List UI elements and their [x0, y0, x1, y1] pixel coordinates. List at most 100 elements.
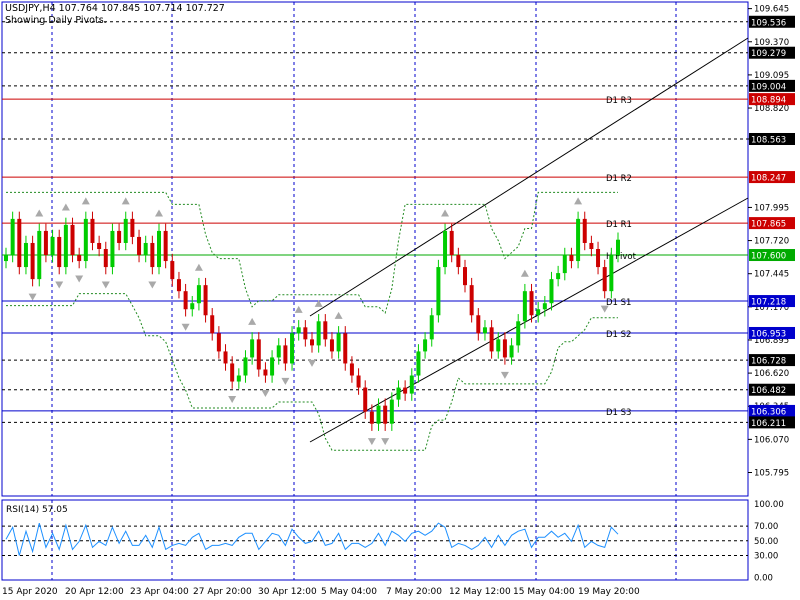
candle-body [529, 291, 534, 316]
time-axis-label: 7 May 20:00 [386, 587, 442, 597]
fractal-down-icon [55, 281, 64, 289]
pivot-label: D1 R1 [606, 220, 632, 230]
candle-body [522, 291, 527, 322]
time-axis-label: 23 Apr 04:00 [130, 587, 189, 597]
candle-body [137, 236, 142, 256]
candle-body [489, 327, 494, 352]
candle-body [256, 339, 261, 370]
fractal-up-icon [574, 197, 583, 205]
price-axis-label: 106.895 [754, 336, 789, 346]
level-badge-label: 108.894 [751, 96, 786, 106]
level-badge [749, 15, 795, 28]
candle-body [456, 255, 461, 268]
candle-body [436, 267, 441, 316]
candle-body [210, 315, 215, 334]
candle-body [37, 230, 42, 280]
level-badge [749, 383, 795, 396]
fractal-up-icon [294, 305, 303, 313]
pivot-label: D1 S3 [606, 408, 631, 418]
candle-body [589, 242, 594, 249]
level-badge [749, 46, 795, 59]
candle-body [310, 339, 314, 346]
candle-body [502, 339, 507, 358]
price-axis-label: 106.070 [754, 435, 789, 445]
candle-body [77, 255, 82, 262]
fractal-down-icon [101, 281, 110, 289]
candle-body [276, 345, 281, 358]
candle-body [23, 242, 28, 268]
fractal-up-icon [520, 269, 529, 277]
candle-body [283, 345, 288, 364]
candle-body [509, 345, 514, 358]
candle-body [97, 242, 102, 249]
candle-body [542, 303, 547, 310]
candle-body [83, 218, 88, 262]
rsi-line [5, 522, 619, 556]
candle-body [43, 230, 48, 256]
candle-body [582, 218, 587, 243]
level-badge [749, 171, 795, 184]
candle-body [150, 242, 155, 268]
level-badge [749, 354, 795, 367]
candle-body [243, 357, 248, 376]
fractal-up-icon [121, 197, 130, 205]
pivot-label: H Pivot [606, 252, 637, 262]
chart-title: USDJPY,H4 107.764 107.845 107.714 107.72… [5, 3, 225, 14]
fractal-up-icon [334, 311, 343, 319]
price-axis-label: 107.995 [754, 203, 789, 213]
candle-body [270, 357, 275, 376]
level-badge-label: 109.004 [751, 82, 786, 92]
candle-body [343, 333, 348, 364]
fractal-down-icon [28, 293, 37, 301]
level-badge-label: 109.536 [751, 18, 786, 28]
level-badge [749, 79, 795, 92]
level-badge-label: 106.728 [751, 357, 786, 367]
candle-body [17, 218, 22, 268]
candle-body [203, 285, 208, 316]
candle-body [449, 230, 454, 256]
price-axis-label: 109.645 [754, 5, 789, 15]
fractal-up-icon [248, 317, 257, 325]
level-badge-label: 106.211 [751, 419, 786, 429]
candle-body [469, 285, 474, 316]
fractal-down-icon [308, 359, 316, 367]
candle-body [117, 230, 122, 243]
candle-body [389, 399, 394, 424]
price-axis-label: 107.170 [754, 303, 789, 313]
candle-body [363, 387, 368, 412]
pivot-label: D1 R3 [606, 96, 632, 106]
candle-body [123, 218, 128, 243]
rsi-title: RSI(14) 57.05 [6, 505, 68, 515]
candle-body [143, 242, 148, 256]
time-axis-label: 27 Apr 20:00 [193, 587, 252, 597]
candle-body [416, 351, 421, 376]
candle-body [429, 315, 434, 340]
fractal-up-icon [441, 209, 450, 217]
candle-body [369, 411, 374, 424]
candle-body [103, 249, 108, 268]
price-axis-label: 105.795 [754, 469, 789, 479]
fractal-down-icon [181, 323, 190, 331]
candle-body [190, 303, 195, 310]
candle-body [562, 255, 567, 274]
candle-body [496, 339, 501, 352]
candle-body [236, 375, 241, 382]
price-axis-label: 109.370 [754, 38, 789, 48]
fractal-down-icon [600, 305, 609, 313]
fractal-down-icon [381, 438, 390, 446]
fractal-down-icon [500, 371, 509, 379]
time-axis-label: 30 Apr 12:00 [258, 587, 317, 597]
level-badge [749, 404, 795, 417]
fractal-down-icon [228, 395, 237, 403]
level-badge-label: 107.865 [751, 220, 786, 230]
candle-body [409, 375, 414, 394]
candle-body [423, 339, 428, 352]
candle-body [536, 309, 541, 316]
candle-body [90, 218, 95, 243]
rsi-axis-label: 100.00 [754, 500, 784, 510]
fractal-up-icon [61, 203, 70, 211]
candle-body [443, 230, 448, 268]
candle-body [303, 327, 308, 340]
level-badge [749, 326, 795, 339]
